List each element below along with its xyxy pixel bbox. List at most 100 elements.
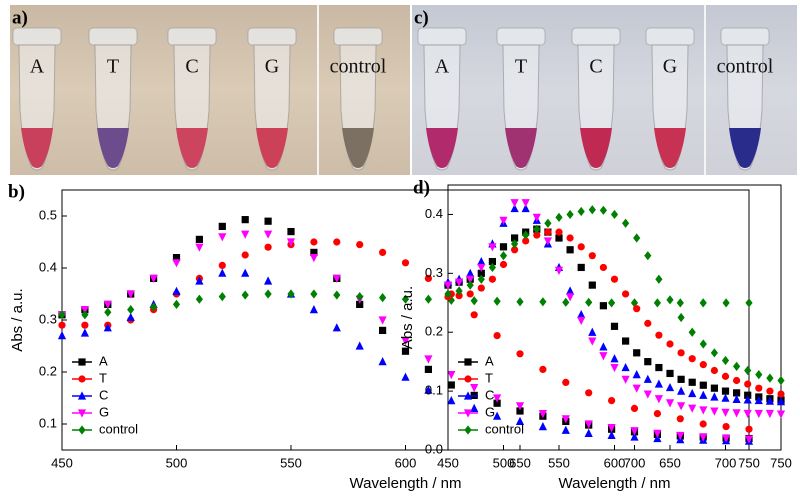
- x-axis-title: Wavelength / nm: [350, 475, 462, 492]
- marker: [733, 376, 741, 385]
- marker: [622, 290, 630, 298]
- tube-label: control: [330, 56, 387, 78]
- marker: [444, 289, 452, 299]
- marker: [699, 420, 707, 428]
- marker: [710, 392, 719, 401]
- marker: [766, 373, 774, 383]
- marker: [699, 381, 707, 389]
- marker: [665, 382, 675, 392]
- marker: [455, 292, 463, 300]
- marker: [585, 297, 593, 307]
- marker: [621, 362, 630, 372]
- marker: [710, 407, 719, 416]
- legend-label: A: [485, 353, 494, 368]
- legend-label: G: [99, 404, 109, 419]
- marker: [488, 257, 496, 266]
- marker: [710, 348, 718, 358]
- marker: [455, 286, 463, 296]
- marker: [630, 432, 639, 441]
- marker: [287, 228, 295, 236]
- marker: [401, 372, 410, 381]
- marker: [533, 224, 541, 234]
- marker: [287, 289, 295, 299]
- marker: [633, 305, 641, 313]
- tube-cap: [417, 27, 467, 46]
- marker: [241, 230, 250, 239]
- marker: [744, 365, 752, 376]
- marker: [643, 390, 652, 399]
- marker: [743, 395, 752, 404]
- x-tick-label: 750: [738, 455, 760, 470]
- marker: [332, 323, 341, 332]
- marker: [666, 295, 674, 305]
- marker: [401, 294, 410, 304]
- y-tick-label: 0.0: [425, 441, 443, 456]
- marker: [677, 402, 686, 411]
- marker: [599, 352, 608, 361]
- marker: [765, 396, 774, 405]
- x-tick-label: 600: [604, 455, 626, 470]
- marker: [721, 393, 730, 402]
- x-tick-label: 550: [280, 455, 302, 470]
- marker: [127, 305, 135, 315]
- marker: [539, 365, 547, 373]
- marker: [699, 433, 708, 442]
- marker: [78, 375, 86, 383]
- y-axis-title: Abs / a.u.: [399, 286, 416, 349]
- marker: [733, 361, 741, 371]
- y-tick-label: 0.3: [39, 311, 57, 326]
- marker: [677, 349, 685, 357]
- tube-liquid: [729, 128, 761, 168]
- marker: [699, 406, 708, 415]
- marker: [608, 298, 616, 308]
- marker: [470, 296, 478, 306]
- y-tick-label: 0.2: [425, 324, 443, 339]
- marker: [599, 263, 608, 272]
- tube-cap: [167, 27, 217, 46]
- marker: [477, 274, 485, 284]
- marker: [654, 379, 663, 388]
- marker: [477, 284, 485, 292]
- x-tick-label: 450: [51, 455, 73, 470]
- marker: [310, 238, 318, 246]
- tube-cap: [720, 27, 770, 46]
- marker: [466, 290, 474, 298]
- marker: [543, 237, 552, 246]
- marker: [607, 430, 616, 440]
- marker: [653, 429, 662, 438]
- marker: [777, 390, 785, 398]
- marker: [522, 230, 530, 240]
- marker: [755, 370, 763, 380]
- marker: [126, 312, 135, 321]
- marker: [610, 322, 619, 330]
- x-tick-label: 450: [437, 455, 459, 470]
- marker: [599, 302, 607, 310]
- marker: [607, 424, 616, 433]
- marker: [264, 276, 273, 285]
- marker: [544, 218, 552, 228]
- marker: [754, 409, 763, 419]
- marker: [538, 410, 547, 419]
- x-tick-label: 500: [493, 455, 515, 470]
- marker: [516, 407, 524, 415]
- marker: [104, 307, 112, 317]
- marker: [510, 203, 519, 213]
- marker: [710, 384, 718, 392]
- y-tick-label: 0.1: [425, 383, 443, 398]
- marker: [356, 292, 364, 302]
- marker: [610, 275, 619, 283]
- legend-label: control: [485, 421, 524, 436]
- marker: [630, 298, 639, 308]
- marker: [539, 297, 547, 307]
- marker: [688, 404, 697, 413]
- marker: [666, 340, 674, 348]
- marker: [608, 397, 616, 405]
- marker: [577, 309, 586, 319]
- marker: [677, 375, 685, 383]
- marker: [722, 423, 730, 431]
- marker: [588, 281, 596, 289]
- tube-liquid: [342, 128, 374, 168]
- marker: [588, 252, 596, 260]
- marker: [676, 415, 684, 423]
- tube-liquid: [176, 128, 208, 168]
